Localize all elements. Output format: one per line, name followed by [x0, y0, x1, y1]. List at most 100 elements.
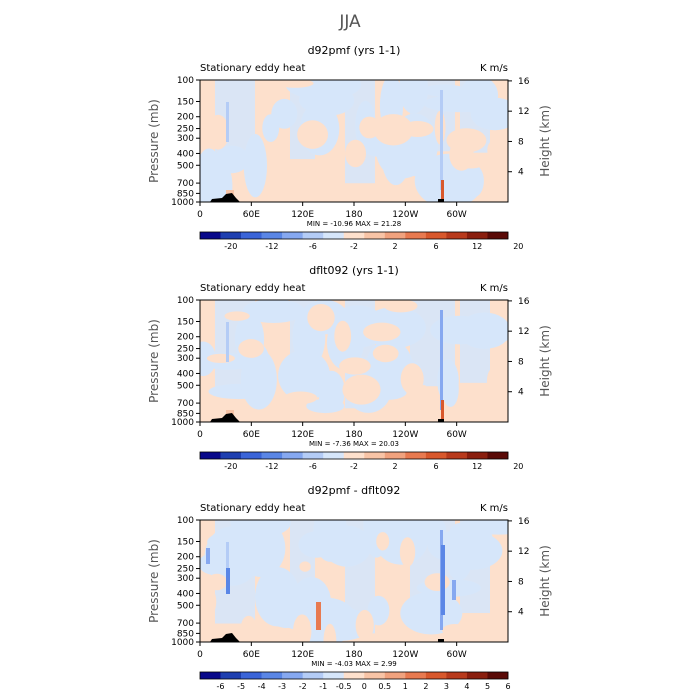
orange-contour-region	[279, 627, 297, 642]
y-axis-label: Pressure (mb)	[147, 99, 161, 183]
colorbar-swatch	[282, 452, 303, 459]
contour-field	[200, 80, 508, 202]
y-right-tick-label: 12	[518, 107, 529, 117]
y-tick-label: 300	[177, 354, 194, 364]
colorbar-swatch	[446, 452, 468, 459]
colorbar-swatch	[425, 232, 447, 239]
orange-contour-region	[446, 128, 487, 153]
y-tick-label: 850	[177, 189, 194, 199]
colorbar-label: 0.5	[378, 682, 391, 691]
blue-contour-region	[206, 548, 210, 564]
colorbar-label: 20	[513, 462, 523, 471]
colorbar-swatch	[364, 452, 386, 459]
colorbar-label: 6	[434, 242, 439, 251]
contour-field	[200, 520, 508, 642]
colorbar-swatch	[384, 672, 406, 679]
y-right-tick-label: 4	[518, 608, 524, 618]
colorbar-swatch	[323, 452, 345, 459]
colorbar-swatch	[384, 452, 406, 459]
orange-contour-region	[224, 311, 250, 321]
colorbar-swatch	[487, 232, 509, 239]
blue-contour-region	[441, 545, 445, 615]
contour-field	[200, 300, 508, 422]
colorbar: -20 -12 -6 -2 2 6 12 20	[199, 231, 523, 251]
orange-contour-region	[376, 532, 390, 551]
colorbar-label: 12	[472, 462, 482, 471]
blue-contour-region	[226, 568, 230, 594]
colorbar-swatch	[220, 232, 242, 239]
colorbar-swatch	[364, 232, 386, 239]
colorbar-swatch	[343, 232, 365, 239]
y-tick-label: 250	[177, 345, 194, 355]
y-tick-label: 700	[177, 619, 194, 629]
y-tick-label: 200	[177, 553, 194, 563]
y-tick-label: 150	[177, 97, 194, 107]
panel-left-label: Stationary eddy heat	[200, 63, 305, 74]
longitude-axis: 0 60E 120E 180 120W 60W	[197, 642, 467, 660]
colorbar: -6 -5 -4 -3 -2 -1 -0.5 0 0.5 1 2 3 4 5 6	[199, 671, 511, 691]
longitude-axis: 0 60E 120E 180 120W 60W	[197, 202, 467, 220]
x-tick-label: 180	[345, 210, 362, 220]
y-tick-label: 150	[177, 317, 194, 327]
colorbar-swatch	[343, 672, 365, 679]
orange-contour-region	[339, 357, 371, 375]
panel-units-label: K m/s	[480, 63, 508, 74]
y-right-tick-label: 4	[518, 388, 524, 398]
blue-contour-region	[226, 102, 229, 142]
y-right-tick-label: 8	[518, 137, 524, 147]
y-right-tick-label: 12	[518, 547, 529, 557]
colorbar-swatch	[261, 232, 283, 239]
orange-contour-region	[373, 114, 414, 146]
x-tick-label: 180	[345, 430, 362, 440]
y-right-axis-label: Height (km)	[538, 105, 552, 176]
colorbar-swatch	[466, 452, 488, 459]
panel-title: dflt092 (yrs 1-1)	[309, 264, 399, 277]
y-tick-label: 100	[177, 516, 194, 526]
y-tick-label: 250	[177, 125, 194, 135]
y-tick-label: 200	[177, 113, 194, 123]
colorbar-swatch	[220, 672, 242, 679]
colorbar-label: -4	[258, 682, 266, 691]
colorbar: -20 -12 -6 -2 2 6 12 20	[199, 451, 523, 471]
colorbar-label: 2	[393, 462, 398, 471]
colorbar-swatch	[261, 452, 283, 459]
orange-contour-region	[240, 615, 257, 639]
height-axis: 16 12 8 4	[508, 77, 530, 178]
blue-contour-region	[226, 322, 229, 362]
blue-contour-region	[440, 310, 443, 410]
x-tick-label: 0	[197, 430, 203, 440]
x-tick-label: 60E	[243, 210, 260, 220]
orange-contour-region	[200, 599, 215, 628]
colorbar-swatch	[241, 232, 262, 239]
y-tick-label: 700	[177, 179, 194, 189]
y-tick-label: 1000	[171, 198, 194, 208]
min-max-stats: MIN = -7.36 MAX = 20.03	[309, 440, 399, 448]
orange-contour-region	[363, 322, 401, 342]
colorbar-label: -6	[309, 462, 317, 471]
colorbar-swatch	[384, 232, 406, 239]
x-tick-label: 60E	[243, 650, 260, 660]
orange-contour-region	[424, 573, 450, 591]
x-tick-label: 60W	[446, 210, 466, 220]
blue-contour-region	[460, 520, 490, 614]
y-right-tick-label: 16	[518, 517, 530, 527]
orange-contour-region	[206, 353, 235, 363]
y-tick-label: 400	[177, 369, 194, 379]
terrain-mask	[438, 639, 444, 642]
y-right-tick-label: 16	[518, 297, 530, 307]
colorbar-swatch	[302, 672, 324, 679]
chart-panel-2: dflt092 (yrs 1-1) Stationary eddy heat K m…	[147, 264, 552, 471]
colorbar-swatch	[487, 452, 509, 459]
y-tick-label: 250	[177, 565, 194, 575]
chart-panel-1: d92pmf (yrs 1-1)Stationary eddy heat K m/…	[147, 44, 552, 251]
y-right-tick-label: 4	[518, 168, 524, 178]
colorbar-label: -12	[265, 462, 278, 471]
x-tick-label: 180	[345, 650, 362, 660]
y-tick-label: 300	[177, 574, 194, 584]
min-max-stats: MIN = -10.96 MAX = 21.28	[307, 220, 401, 228]
colorbar-label: 4	[464, 682, 469, 691]
colorbar-swatch	[241, 452, 262, 459]
blue-contour-region	[242, 300, 305, 323]
panel-title: d92pmf (yrs 1-1)	[308, 44, 401, 57]
colorbar-swatch	[323, 232, 345, 239]
